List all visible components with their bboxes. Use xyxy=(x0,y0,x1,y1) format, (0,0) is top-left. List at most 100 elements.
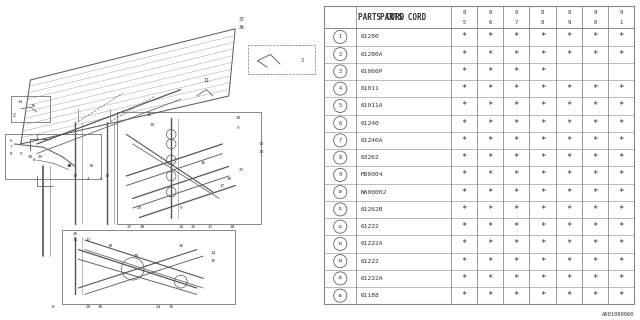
Text: 32: 32 xyxy=(72,174,78,178)
Text: PARTS CORD: PARTS CORD xyxy=(380,13,427,22)
Text: 61066P: 61066P xyxy=(361,69,383,74)
Text: *: * xyxy=(540,274,545,283)
Text: *: * xyxy=(461,50,467,59)
Text: 4: 4 xyxy=(86,177,90,181)
Text: 7: 7 xyxy=(515,20,518,25)
Text: *: * xyxy=(618,101,624,110)
Text: *: * xyxy=(514,50,519,59)
Text: *: * xyxy=(566,239,572,248)
Text: 61280: 61280 xyxy=(361,35,380,39)
Text: 25: 25 xyxy=(168,305,174,309)
Text: 8: 8 xyxy=(10,152,13,156)
Text: 8: 8 xyxy=(488,10,492,15)
Text: 17: 17 xyxy=(207,225,212,229)
Text: 12: 12 xyxy=(338,225,343,228)
Text: 61222A: 61222A xyxy=(361,241,383,246)
Text: 9: 9 xyxy=(593,10,596,15)
Text: 61011: 61011 xyxy=(361,86,380,91)
Text: *: * xyxy=(514,84,519,93)
Text: 14: 14 xyxy=(210,251,216,255)
Text: *: * xyxy=(566,257,572,266)
Text: 10: 10 xyxy=(338,190,343,194)
Text: *: * xyxy=(540,257,545,266)
Text: 61240: 61240 xyxy=(361,121,380,126)
Text: *: * xyxy=(514,188,519,197)
Text: *: * xyxy=(618,274,624,283)
Text: 0: 0 xyxy=(593,20,596,25)
Text: *: * xyxy=(461,222,467,231)
Text: *: * xyxy=(566,101,572,110)
Text: *: * xyxy=(488,119,493,128)
Text: *: * xyxy=(592,239,598,248)
Text: N600002: N600002 xyxy=(361,190,387,195)
Text: *: * xyxy=(488,239,493,248)
Text: 11: 11 xyxy=(338,207,343,212)
Text: *: * xyxy=(540,239,545,248)
Text: *: * xyxy=(592,32,598,41)
Text: 14: 14 xyxy=(338,259,343,263)
Text: *: * xyxy=(618,222,624,231)
Text: *: * xyxy=(618,170,624,180)
Text: *: * xyxy=(592,291,598,300)
Text: 8: 8 xyxy=(339,155,342,160)
Text: *: * xyxy=(514,170,519,180)
Text: *: * xyxy=(488,170,493,180)
Text: 11: 11 xyxy=(204,77,209,83)
Text: 61280A: 61280A xyxy=(361,52,383,57)
Text: 27: 27 xyxy=(127,225,132,229)
Text: *: * xyxy=(488,222,493,231)
Text: *: * xyxy=(566,153,572,162)
Text: *: * xyxy=(592,274,598,283)
Text: *: * xyxy=(618,291,624,300)
Text: 7: 7 xyxy=(339,138,342,143)
Text: 12: 12 xyxy=(258,142,264,146)
Text: *: * xyxy=(592,170,598,180)
Text: 37: 37 xyxy=(239,17,244,22)
Text: *: * xyxy=(540,170,545,180)
Text: *: * xyxy=(566,274,572,283)
Text: 15: 15 xyxy=(210,259,216,263)
Text: *: * xyxy=(461,170,467,180)
Text: 9: 9 xyxy=(339,172,342,177)
Text: *: * xyxy=(566,188,572,197)
Text: 15: 15 xyxy=(338,276,343,280)
Text: 61222: 61222 xyxy=(361,224,380,229)
Text: 2: 2 xyxy=(339,52,342,57)
Text: A601000060: A601000060 xyxy=(602,312,634,317)
Text: *: * xyxy=(566,222,572,231)
Text: *: * xyxy=(514,153,519,162)
Text: *: * xyxy=(592,101,598,110)
Text: 34: 34 xyxy=(18,100,24,104)
Text: *: * xyxy=(488,291,493,300)
Text: *: * xyxy=(618,153,624,162)
Text: *: * xyxy=(618,239,624,248)
Text: M00004: M00004 xyxy=(361,172,383,177)
Text: 9: 9 xyxy=(179,206,182,210)
Text: *: * xyxy=(488,50,493,59)
Text: *: * xyxy=(514,257,519,266)
Text: 25: 25 xyxy=(191,225,196,229)
Text: *: * xyxy=(566,32,572,41)
Text: *: * xyxy=(592,50,598,59)
Text: 2: 2 xyxy=(13,113,16,118)
Text: 10: 10 xyxy=(229,225,235,229)
Text: 30: 30 xyxy=(98,305,104,309)
Text: *: * xyxy=(618,84,624,93)
Text: 24: 24 xyxy=(178,225,184,229)
Text: *: * xyxy=(592,188,598,197)
Text: 7: 7 xyxy=(10,145,13,149)
Text: 17: 17 xyxy=(220,184,225,188)
Text: *: * xyxy=(592,153,598,162)
Text: *: * xyxy=(488,67,493,76)
Text: *: * xyxy=(592,205,598,214)
Text: 8: 8 xyxy=(51,305,54,309)
Text: 5: 5 xyxy=(339,103,342,108)
Text: 1: 1 xyxy=(620,20,623,25)
Text: 10: 10 xyxy=(236,116,241,120)
Text: *: * xyxy=(488,205,493,214)
Text: 16: 16 xyxy=(338,294,343,298)
Text: 36: 36 xyxy=(239,25,244,30)
Text: *: * xyxy=(514,291,519,300)
Text: *: * xyxy=(592,257,598,266)
Text: 10: 10 xyxy=(88,164,94,168)
